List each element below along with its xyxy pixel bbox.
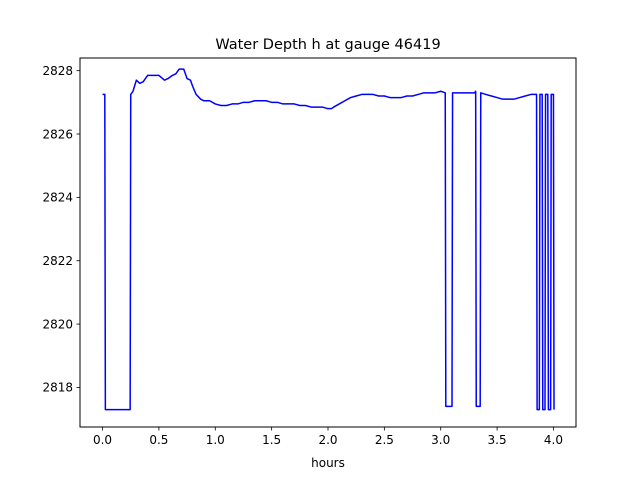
plot-frame [79,57,577,428]
x-axis-label: hours [311,456,345,470]
x-tick-label: 1.0 [206,433,225,447]
y-tick-label: 2824 [42,191,73,205]
plot-area [102,68,555,411]
x-tick-label: 0.0 [93,433,112,447]
series-line [102,68,555,411]
x-tick-label: 3.0 [431,433,450,447]
x-tick-label: 3.5 [488,433,507,447]
y-tick-label: 2828 [42,64,73,78]
x-tick-label: 2.0 [318,433,337,447]
y-tick-label: 2822 [42,254,73,268]
axes: 0.0 0.5 1.0 1.5 2.0 2.5 3.0 3.5 4.0 2818 2820 2822 2… [42,64,563,447]
x-tick-label: 4.0 [544,433,563,447]
x-tick-label: 2.5 [375,433,394,447]
y-tick-label: 2818 [42,381,73,395]
y-tick-label: 2820 [42,317,73,331]
x-tick-label: 1.5 [262,433,281,447]
y-tick-label: 2826 [42,127,73,141]
chart-title: Water Depth h at gauge 46419 [215,37,440,53]
x-tick-label: 0.5 [149,433,168,447]
